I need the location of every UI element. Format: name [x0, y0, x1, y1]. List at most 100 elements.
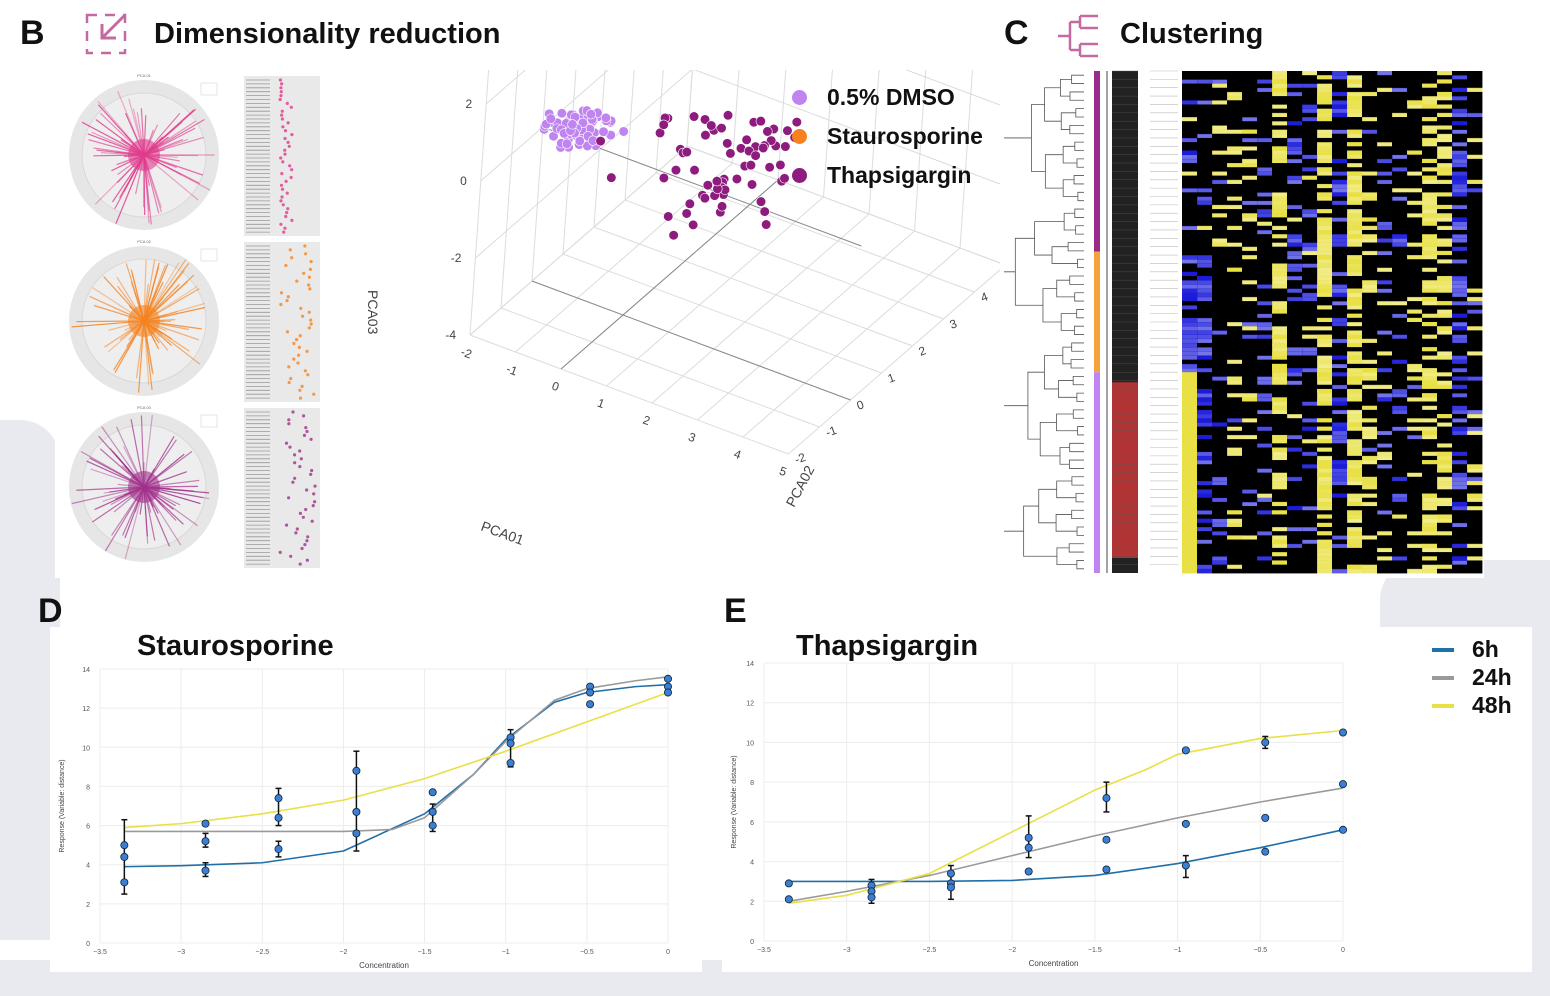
heatmap-cell — [1317, 96, 1333, 101]
heatmap-cell — [1377, 146, 1393, 151]
heatmap-cell — [1212, 368, 1228, 373]
heatmap-cell — [1227, 430, 1243, 436]
heatmap-cell — [1362, 234, 1378, 239]
heatmap-cell — [1242, 179, 1258, 185]
heatmap-cell — [1332, 451, 1348, 457]
heatmap-cell — [1467, 121, 1483, 126]
heatmap-cell — [1437, 476, 1453, 482]
heatmap-cell — [1407, 146, 1423, 151]
dendrogram-branch — [1023, 505, 1057, 557]
heatmap-cell — [1362, 137, 1378, 143]
dendrogram-branch — [1042, 288, 1062, 323]
heatmap-cell — [1212, 137, 1228, 143]
heatmap-cell — [1197, 192, 1213, 197]
heatmap-cell — [1197, 368, 1213, 373]
dendrogram-branch — [1059, 447, 1070, 465]
heatmap-cell — [1197, 301, 1213, 306]
heatmap-cell — [1212, 493, 1228, 499]
heatmap-cell — [1422, 493, 1438, 499]
heatmap-cell — [1182, 238, 1198, 243]
heatmap-cell — [1467, 75, 1483, 80]
heatmap-cell — [1212, 196, 1228, 202]
heatmap-cell — [1257, 434, 1273, 440]
heatmap-cell — [1347, 468, 1363, 473]
heatmap-cell — [1287, 75, 1303, 80]
heatmap-cell — [1197, 142, 1213, 147]
heatmap-cell — [1407, 443, 1423, 448]
heatmap-cell — [1392, 71, 1408, 76]
heatmap-cell — [1392, 280, 1408, 285]
annotation-bar-red — [1112, 382, 1138, 558]
heatmap-cell — [1407, 150, 1423, 156]
heatmap-cell — [1227, 83, 1243, 89]
heatmap-cell — [1467, 347, 1483, 352]
heatmap-cell — [1257, 221, 1273, 227]
data-point — [1181, 861, 1190, 870]
thumb-feature-plot — [244, 242, 320, 402]
heatmap-cell — [1422, 439, 1438, 444]
heatmap-cell — [1182, 263, 1198, 269]
heatmap-cell — [1332, 171, 1348, 176]
heatmap-cell — [1257, 96, 1273, 101]
heatmap-cell — [1182, 326, 1198, 331]
heatmap-cell — [1302, 368, 1318, 373]
heatmap-cell — [1377, 426, 1393, 432]
heatmap-cell — [1332, 275, 1348, 281]
heatmap-cell — [1317, 163, 1333, 168]
heatmap-cell — [1332, 510, 1348, 515]
heatmap-cell — [1287, 121, 1303, 126]
heatmap-cell — [1227, 150, 1243, 156]
heatmap-cell — [1407, 225, 1423, 231]
heatmap-cell — [1362, 267, 1378, 273]
heatmap-cell — [1212, 376, 1228, 381]
heatmap-cell — [1332, 497, 1348, 503]
heatmap-cell — [1422, 305, 1438, 310]
heatmap-cell — [1257, 280, 1273, 285]
heatmap-cell — [1422, 133, 1438, 139]
heatmap-cell — [1182, 117, 1198, 122]
heatmap-cell — [1407, 539, 1423, 545]
heatmap-cell — [1347, 71, 1363, 76]
y-axis-label: Response (Variable: distance) — [59, 759, 66, 852]
heatmap-cell — [1257, 489, 1273, 494]
heatmap-cell — [1347, 225, 1363, 231]
heatmap-cell — [1257, 497, 1273, 503]
heatmap-cell — [1377, 405, 1393, 411]
heatmap-cell — [1227, 359, 1243, 365]
heatmap-cell — [1182, 388, 1198, 394]
heatmap-cell — [1242, 363, 1258, 369]
thumb-legend — [200, 248, 218, 262]
heatmap-cell — [1317, 71, 1333, 76]
pca02-tick-label: 2 — [917, 343, 928, 359]
heatmap-cell — [1452, 342, 1468, 348]
pca-point-thapsigargin — [716, 201, 728, 212]
heatmap-cell — [1437, 380, 1453, 386]
heatmap-cell — [1467, 221, 1483, 227]
heatmap-cell — [1452, 229, 1468, 235]
heatmap-cell — [1347, 292, 1363, 298]
grid-line — [500, 70, 519, 309]
heatmap-cell — [1407, 405, 1423, 411]
heatmap-cell — [1302, 414, 1318, 419]
pca-3d-panel — [332, 70, 1000, 578]
heatmap-cell — [1377, 501, 1393, 507]
heatmap-cell — [1452, 326, 1468, 331]
heatmap-cell — [1302, 129, 1318, 135]
thumb-feature-point — [301, 515, 305, 519]
thumb-feature-point — [291, 480, 295, 484]
heatmap-cell — [1332, 493, 1348, 499]
heatmap-cell — [1467, 526, 1483, 532]
thumb-feature-point — [303, 244, 307, 248]
heatmap-cell — [1182, 489, 1198, 494]
heatmap-cell — [1332, 137, 1348, 143]
heatmap-cell — [1212, 552, 1228, 557]
legend-item-6h: 6h — [1432, 636, 1499, 663]
heatmap-cell — [1302, 96, 1318, 101]
heatmap-cell — [1377, 522, 1393, 528]
heatmap-cell — [1392, 200, 1408, 206]
heatmap-cell — [1182, 543, 1198, 549]
heatmap-cell — [1182, 137, 1198, 143]
heatmap-cell — [1212, 535, 1228, 540]
pca01-tick-label: 3 — [686, 430, 697, 446]
data-point — [664, 674, 673, 683]
